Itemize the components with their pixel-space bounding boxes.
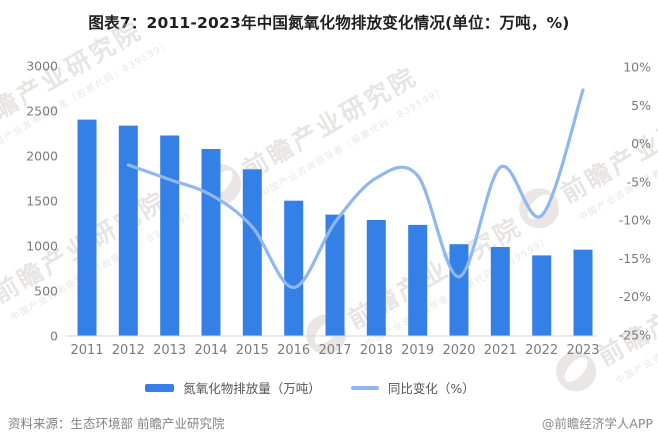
- credit-text: @前瞻经济学人APP: [541, 416, 653, 431]
- x-axis-label-2017: 2017: [318, 343, 351, 358]
- chart-legend: 氮氧化物排放量（万吨） 同比变化（%）: [0, 378, 620, 397]
- x-axis-label-2022: 2022: [525, 343, 558, 358]
- right-axis-tick: -20%: [619, 289, 651, 304]
- bar-2022: [532, 255, 552, 336]
- bar-2019: [408, 224, 428, 336]
- x-axis-label-2014: 2014: [194, 343, 227, 358]
- left-axis-tick: 2000: [26, 149, 58, 164]
- x-axis-label-2012: 2012: [112, 343, 145, 358]
- legend-label-emissions: 氮氧化物排放量（万吨）: [183, 381, 321, 396]
- x-axis-label-2018: 2018: [360, 343, 393, 358]
- left-axis-tick: 3000: [26, 59, 58, 74]
- right-axis-tick: -25%: [619, 328, 651, 343]
- x-axis-label-2023: 2023: [566, 343, 599, 358]
- x-axis-label-2013: 2013: [153, 343, 186, 358]
- bar-series-swatch: [145, 383, 175, 392]
- chart-footer: 资料来源：生态环境部 前瞻产业研究院 @前瞻经济学人APP: [0, 411, 658, 433]
- right-axis-tick: 0%: [631, 136, 651, 151]
- left-axis-tick: 1500: [26, 194, 58, 209]
- chart-title: 图表7：2011-2023年中国氮氧化物排放变化情况(单位：万吨，%): [88, 14, 570, 32]
- legend-item-emissions[interactable]: 氮氧化物排放量（万吨）: [145, 378, 321, 397]
- bar-2023: [573, 249, 593, 336]
- bar-2011: [77, 119, 97, 336]
- legend-item-yoy[interactable]: 同比变化（%）: [350, 378, 475, 397]
- right-axis-tick: -10%: [619, 213, 651, 228]
- x-axis-label-2016: 2016: [277, 343, 310, 358]
- bar-2012: [118, 125, 138, 336]
- bar-2017: [325, 214, 345, 336]
- x-axis-label-2020: 2020: [442, 343, 475, 358]
- x-axis-label-2019: 2019: [401, 343, 434, 358]
- bar-2021: [490, 247, 510, 336]
- line-series-swatch: [350, 385, 379, 390]
- bar-2013: [160, 135, 180, 336]
- bar-2018: [366, 220, 386, 336]
- left-axis-tick: 1000: [26, 239, 58, 254]
- bar-2016: [284, 200, 304, 336]
- left-axis-tick: 0: [50, 329, 58, 344]
- bar-2020: [449, 244, 469, 336]
- x-axis-label-2015: 2015: [236, 343, 269, 358]
- left-axis-tick: 2500: [26, 104, 58, 119]
- yoy-line: [126, 88, 585, 290]
- source-text: 资料来源：生态环境部 前瞻产业研究院: [8, 416, 225, 431]
- bar-2015: [242, 169, 262, 336]
- right-axis-tick: 10%: [623, 60, 651, 75]
- right-axis-tick: 5%: [631, 98, 651, 113]
- bar-2014: [201, 149, 221, 336]
- x-axis-label-2011: 2011: [70, 343, 103, 358]
- right-axis-tick: -15%: [619, 251, 651, 266]
- legend-label-yoy: 同比变化（%）: [387, 381, 475, 396]
- right-axis-tick: -5%: [627, 174, 651, 189]
- x-axis-label-2021: 2021: [484, 343, 517, 358]
- left-axis-tick: 500: [34, 284, 58, 299]
